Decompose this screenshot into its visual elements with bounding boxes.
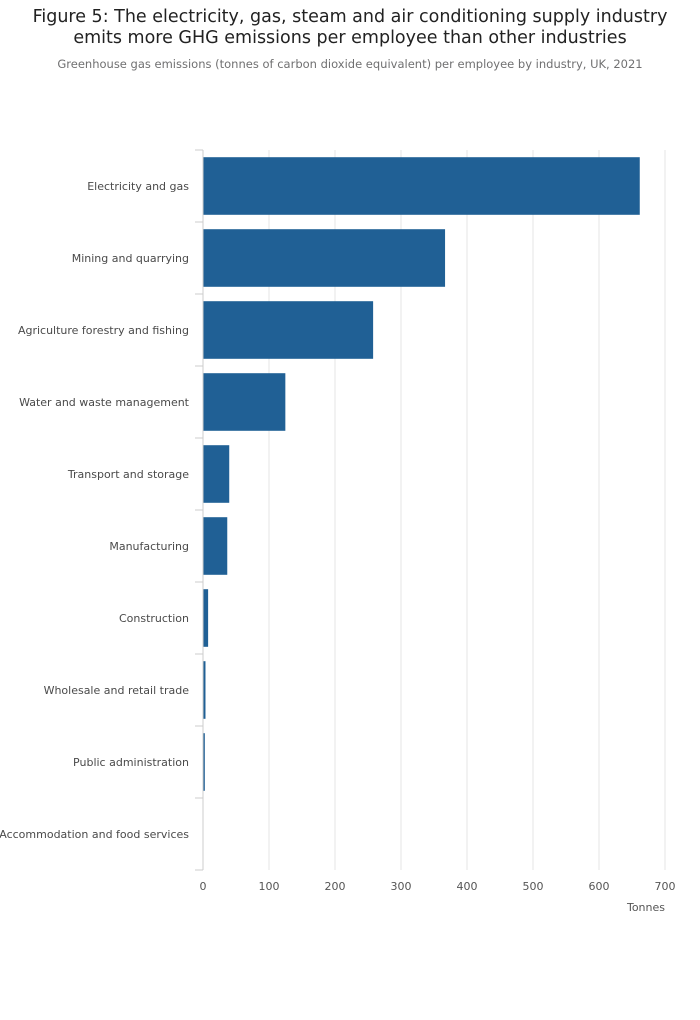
bar — [203, 733, 205, 791]
bar — [203, 301, 374, 359]
bar — [203, 373, 286, 431]
x-tick-label: 700 — [655, 880, 676, 893]
chart-title: Figure 5: The electricity, gas, steam an… — [20, 7, 680, 49]
x-axis-title: Tonnes — [626, 901, 665, 914]
x-tick-label: 500 — [523, 880, 544, 893]
category-label: Transport and storage — [67, 468, 189, 481]
category-label: Electricity and gas — [87, 180, 189, 193]
category-label: Accommodation and food services — [0, 828, 189, 841]
labels: 0 100 200 300 400 500 600 700 Electricity and ga… — [0, 180, 676, 914]
bar — [203, 589, 209, 647]
category-label: Wholesale and retail trade — [44, 684, 190, 697]
bar — [203, 445, 230, 503]
chart-title-line-2: emits more GHG emissions per employee th… — [73, 28, 627, 48]
bar — [203, 157, 640, 215]
bars — [203, 157, 640, 791]
x-tick-label: 600 — [589, 880, 610, 893]
category-label: Mining and quarrying — [72, 252, 189, 265]
bar — [203, 661, 206, 719]
bar — [203, 517, 228, 575]
category-label: Agriculture forestry and fishing — [18, 324, 189, 337]
bar — [203, 229, 446, 287]
chart-title-line-1: Figure 5: The electricity, gas, steam an… — [32, 7, 668, 27]
category-label: Public administration — [73, 756, 189, 769]
x-tick-label: 100 — [259, 880, 280, 893]
chart-subtitle: Greenhouse gas emissions (tonnes of carb… — [57, 57, 643, 71]
category-label: Manufacturing — [109, 540, 189, 553]
category-label: Construction — [119, 612, 189, 625]
x-tick-label: 300 — [391, 880, 412, 893]
axes — [195, 149, 204, 871]
x-tick-label: 0 — [200, 880, 207, 893]
x-tick-label: 200 — [325, 880, 346, 893]
x-tick-label: 400 — [457, 880, 478, 893]
category-label: Water and waste management — [19, 396, 190, 409]
